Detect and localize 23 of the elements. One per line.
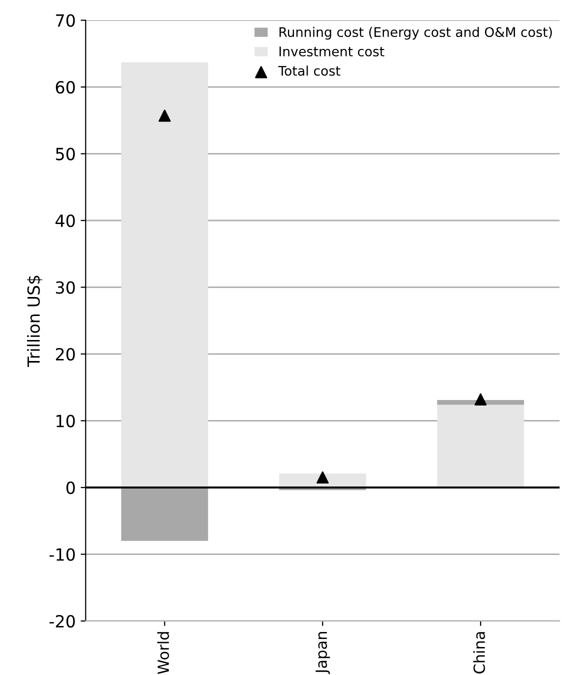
y-axis-title: Trillion US$ (27, 276, 42, 367)
y-tick-label: -20 (50, 614, 75, 628)
x-tick-label: China (473, 632, 486, 674)
x-tick-label: Japan (316, 632, 330, 674)
y-tick-label: 30 (56, 281, 75, 294)
point (316, 471, 329, 484)
y-tick-label: 20 (56, 348, 75, 361)
point (474, 393, 487, 406)
legend-label: Running cost (Energy cost and O&M cost) (280, 26, 552, 40)
y-tick-label: 50 (56, 148, 75, 160)
y-tick-label: 10 (56, 414, 75, 428)
y-tick-label: -10 (50, 548, 75, 561)
bar (121, 62, 208, 488)
bar (121, 488, 208, 541)
legend-label: Total cost (278, 66, 340, 76)
point (158, 110, 171, 122)
y-tick-label: 60 (56, 80, 75, 94)
y-tick-label: 0 (66, 481, 75, 494)
bar (437, 404, 524, 488)
legend-label: Investment cost (280, 46, 384, 56)
y-tick-label: 70 (56, 14, 75, 27)
y-tick-label: 40 (56, 214, 75, 228)
x-tick-label: World (157, 632, 170, 674)
